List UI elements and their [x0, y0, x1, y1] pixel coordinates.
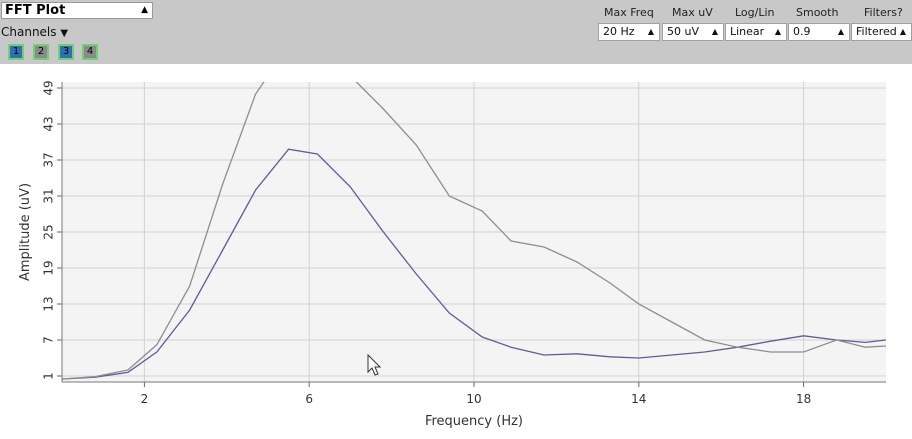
log-lin-value: Linear	[730, 25, 765, 38]
triangle-up-icon: ▲	[899, 27, 906, 36]
widget-type-select[interactable]: FFT Plot ▲	[1, 2, 153, 19]
y-tick-label: 13	[42, 296, 56, 311]
y-tick-label: 7	[42, 336, 56, 344]
triangle-down-icon: ▼	[60, 28, 69, 39]
y-tick-label: 19	[42, 260, 56, 275]
triangle-up-icon: ▲	[647, 27, 654, 36]
toolbar: FFT Plot ▲ Channels ▼ 1 2 3 4 Max Freq M…	[0, 0, 912, 64]
max-uv-label: Max uV	[672, 6, 713, 19]
channels-label: Channels	[1, 25, 57, 39]
triangle-up-icon: ▲	[774, 27, 781, 36]
max-uv-value: 50 uV	[667, 25, 699, 38]
x-tick-label: 2	[141, 392, 149, 406]
y-axis-label: Amplitude (uV)	[18, 183, 33, 281]
grid-lines	[62, 82, 886, 382]
triangle-up-icon: ▲	[711, 27, 718, 36]
log-lin-select[interactable]: Linear ▲	[725, 23, 787, 41]
y-tick-label: 31	[42, 188, 56, 203]
x-axis-label: Frequency (Hz)	[425, 414, 523, 429]
filters-select[interactable]: Filtered ▲	[851, 23, 912, 41]
y-tick-label: 25	[42, 224, 56, 239]
channel-toggle-3[interactable]: 3	[58, 44, 74, 60]
channel-toggle-2[interactable]: 2	[33, 44, 49, 60]
axes: 2 6 10 14 18 1 7 13 19 25 31 37 43 49	[42, 80, 886, 406]
channels-dropdown[interactable]: Channels ▼	[1, 25, 68, 39]
triangle-up-icon: ▲	[837, 27, 844, 36]
x-tick-label: 18	[796, 392, 811, 406]
smooth-select[interactable]: 0.9 ▲	[788, 23, 850, 41]
max-uv-select[interactable]: 50 uV ▲	[662, 23, 724, 41]
channel-toggle-4[interactable]: 4	[82, 44, 98, 60]
x-tick-label: 14	[631, 392, 646, 406]
max-freq-value: 20 Hz	[603, 25, 635, 38]
x-tick-label: 6	[305, 392, 313, 406]
log-lin-label: Log/Lin	[735, 6, 775, 19]
y-tick-label: 37	[42, 152, 56, 167]
smooth-value: 0.9	[793, 25, 811, 38]
max-freq-select[interactable]: 20 Hz ▲	[598, 23, 660, 41]
fft-series-1	[62, 148, 886, 380]
channel-toggle-1[interactable]: 1	[8, 44, 24, 60]
max-freq-label: Max Freq	[604, 6, 654, 19]
y-tick-label: 43	[42, 116, 56, 131]
triangle-up-icon: ▲	[141, 5, 148, 15]
filters-label: Filters?	[864, 6, 903, 19]
x-tick-label: 10	[466, 392, 481, 406]
y-tick-label: 49	[42, 80, 56, 95]
filters-value: Filtered	[856, 25, 897, 38]
y-tick-label: 1	[42, 372, 56, 380]
fft-plot-area: 2 6 10 14 18 1 7 13 19 25 31 37 43 49 Frequency (Hz) …	[0, 64, 912, 435]
mouse-cursor-icon	[367, 353, 382, 376]
fft-series-2	[62, 82, 886, 380]
series-lines	[62, 82, 886, 380]
widget-type-label: FFT Plot	[5, 3, 66, 18]
smooth-label: Smooth	[796, 6, 839, 19]
